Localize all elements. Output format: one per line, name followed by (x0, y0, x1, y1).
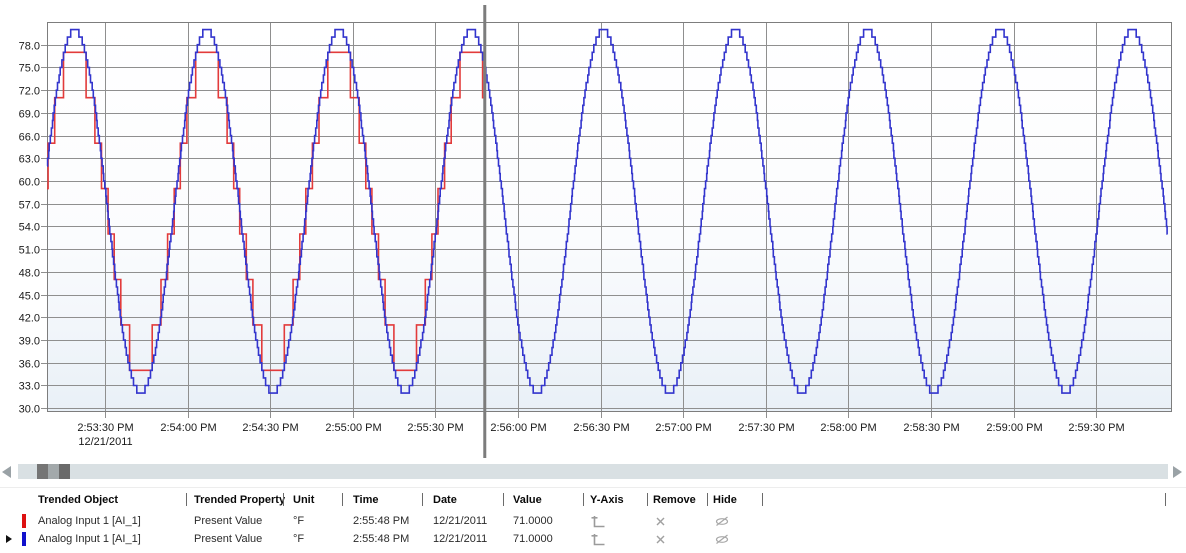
column-separator (503, 493, 504, 506)
y-tick-label: 36.0 (19, 359, 40, 371)
column-separator (1165, 493, 1166, 506)
cell-unit: °F (293, 515, 305, 527)
column-separator (707, 493, 708, 506)
y-tick-label: 54.0 (19, 222, 40, 234)
x-axis-labels: 2:53:30 PM 12/21/2011 2:54:00 PM 2:54:30 PM… (77, 422, 1124, 448)
cell-property: Present Value (194, 533, 263, 545)
cell-property: Present Value (194, 515, 263, 527)
plot-area (47, 22, 1172, 412)
x-tick-label: 2:53:30 PM (77, 422, 133, 434)
cell-time: 2:55:48 PM (353, 515, 410, 527)
column-separator (583, 493, 584, 506)
series-color-bar-icon (22, 514, 26, 528)
x-tick-label: 2:56:00 PM (490, 422, 546, 434)
cell-value: 71.0000 (513, 533, 553, 545)
cell-time: 2:55:48 PM (353, 533, 410, 545)
scrollbar-thumb[interactable] (37, 464, 70, 479)
trend-chart: 78.0 75.0 72.0 69.0 66.0 63.0 60.0 57.0 54.0 51.0… (19, 5, 1172, 458)
y-axis-icon[interactable] (591, 533, 605, 550)
x-tick-label: 2:54:30 PM (242, 422, 298, 434)
x-tick-label: 2:57:30 PM (738, 422, 794, 434)
cell-date: 12/21/2011 (433, 515, 488, 527)
table-row[interactable]: Analog Input 1 [AI_1] Present Value °F 2:55… (0, 531, 1186, 549)
column-separator (647, 493, 648, 506)
column-header-yaxis[interactable]: Y-Axis (590, 494, 624, 506)
plot-border (47, 22, 1172, 412)
y-tick-label: 51.0 (19, 245, 40, 257)
horizontal-scrollbar[interactable] (0, 464, 1186, 480)
x-tick-label: 2:56:30 PM (573, 422, 629, 434)
column-header-unit[interactable]: Unit (293, 494, 315, 506)
column-header-object[interactable]: Trended Object (38, 494, 119, 506)
trend-series-2-line (46, 28, 1168, 394)
y-tick-label: 66.0 (19, 132, 40, 144)
column-header-date[interactable]: Date (433, 494, 457, 506)
y-tick-label: 48.0 (19, 268, 40, 280)
x-axis-date-label: 12/21/2011 (78, 436, 132, 448)
eye-slash-icon[interactable] (715, 516, 729, 530)
x-tick-label: 2:58:30 PM (903, 422, 959, 434)
x-icon[interactable] (656, 517, 665, 529)
eye-slash-icon[interactable] (715, 534, 729, 548)
y-tick-label: 30.0 (19, 404, 40, 416)
x-tick-label: 2:57:00 PM (655, 422, 711, 434)
column-header-time[interactable]: Time (353, 494, 379, 506)
x-tick-label: 2:59:00 PM (986, 422, 1042, 434)
column-header-property[interactable]: Trended Property (194, 494, 286, 506)
cell-value: 71.0000 (513, 515, 553, 527)
column-separator (762, 493, 763, 506)
y-tick-label: 39.0 (19, 336, 40, 348)
left-arrow-icon[interactable] (2, 466, 11, 478)
x-tick-label: 2:55:30 PM (407, 422, 463, 434)
column-separator (283, 493, 284, 506)
y-tick-label: 42.0 (19, 313, 40, 325)
y-axis-labels: 78.0 75.0 72.0 69.0 66.0 63.0 60.0 57.0 54.0 51.0… (19, 41, 40, 416)
y-tick-label: 60.0 (19, 177, 40, 189)
column-header-value[interactable]: Value (513, 494, 542, 506)
column-separator (186, 493, 187, 506)
cell-date: 12/21/2011 (433, 533, 488, 545)
x-tick-label: 2:54:00 PM (160, 422, 216, 434)
x-tick-label: 2:55:00 PM (325, 422, 381, 434)
cell-object: Analog Input 1 [AI_1] (38, 515, 141, 527)
y-tick-label: 72.0 (19, 86, 40, 98)
series-color-bar-icon (22, 532, 26, 546)
scrollbar-track[interactable] (18, 464, 1168, 479)
y-tick-label: 33.0 (19, 381, 40, 393)
cell-object: Analog Input 1 [AI_1] (38, 533, 141, 545)
column-header-hide[interactable]: Hide (713, 494, 737, 506)
y-tick-label: 75.0 (19, 63, 40, 75)
y-tick-label: 63.0 (19, 154, 40, 166)
column-header-remove[interactable]: Remove (653, 494, 696, 506)
column-separator (422, 493, 423, 506)
play-marker-icon (6, 535, 12, 543)
trend-chart-svg: 78.0 75.0 72.0 69.0 66.0 63.0 60.0 57.0 54.0 51.0… (19, 5, 1172, 458)
column-separator (342, 493, 343, 506)
y-tick-label: 57.0 (19, 200, 40, 212)
table-row[interactable]: Analog Input 1 [AI_1] Present Value °F 2:55… (0, 513, 1186, 531)
y-tick-label: 69.0 (19, 109, 40, 121)
x-tick-label: 2:59:30 PM (1068, 422, 1124, 434)
x-icon[interactable] (656, 535, 665, 547)
y-axis-icon[interactable] (591, 515, 605, 532)
y-tick-label: 45.0 (19, 291, 40, 303)
cell-unit: °F (293, 533, 305, 545)
right-arrow-icon[interactable] (1173, 466, 1182, 478)
trend-table: Trended Object Trended Property Unit Time Da… (0, 487, 1186, 553)
y-tick-label: 78.0 (19, 41, 40, 53)
x-tick-label: 2:58:00 PM (820, 422, 876, 434)
